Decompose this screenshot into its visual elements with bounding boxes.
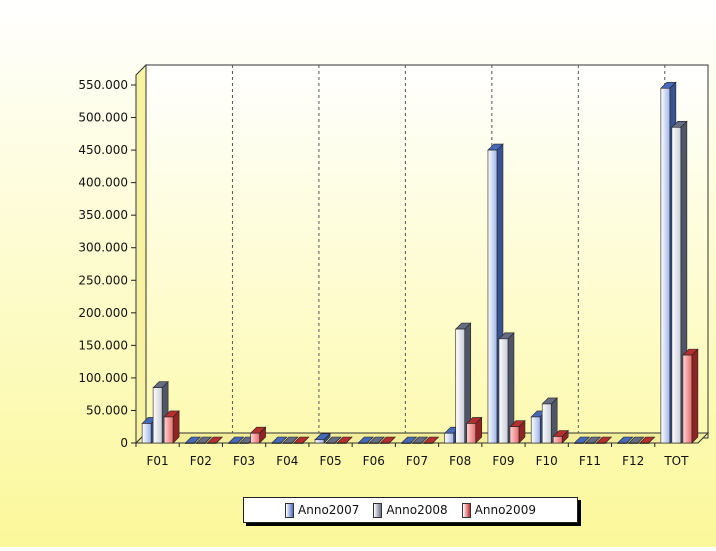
x-tick-label: F08 <box>449 454 471 468</box>
legend-label: Anno2007 <box>298 503 360 517</box>
bar <box>357 436 374 444</box>
bar <box>455 322 472 444</box>
x-tick-label: F03 <box>233 454 255 468</box>
y-tick-label: 350.000 <box>78 208 128 222</box>
bar <box>411 436 429 444</box>
y-tick-label: 150.000 <box>78 338 128 352</box>
bar <box>184 436 202 444</box>
legend: Anno2007 Anno2008 Anno2009 <box>243 497 578 523</box>
y-tick-label: 450.000 <box>78 143 128 157</box>
bar <box>552 429 569 444</box>
bar <box>336 436 353 444</box>
bar <box>595 436 613 444</box>
legend-swatch <box>461 502 471 518</box>
bar <box>249 426 267 444</box>
y-tick-label: 500.000 <box>78 111 128 125</box>
y-tick-label: 200.000 <box>78 306 128 320</box>
plot-wall <box>145 64 709 439</box>
bar <box>195 436 213 444</box>
bar <box>584 436 602 444</box>
x-tick-label: F04 <box>276 454 298 468</box>
bar <box>227 436 245 444</box>
y-tick-label: 300.000 <box>78 241 128 255</box>
legend-label: Anno2009 <box>474 503 536 517</box>
legend-item: Anno2009 <box>461 502 536 518</box>
x-tick-label: TOT <box>663 454 689 468</box>
legend-label: Anno2008 <box>386 503 448 517</box>
bar <box>368 436 385 444</box>
x-tick-label: F01 <box>147 454 169 468</box>
y-tick-label: 50.000 <box>86 403 128 417</box>
bar <box>293 436 310 444</box>
bar <box>682 348 699 444</box>
bar <box>616 436 634 444</box>
legend-item: Anno2008 <box>373 502 448 518</box>
bar <box>379 436 396 444</box>
bar <box>627 436 645 444</box>
y-tick-label: 400.000 <box>78 176 128 190</box>
y-tick-label: 100.000 <box>78 371 128 385</box>
x-tick-label: F12 <box>622 454 644 468</box>
bar <box>509 420 526 444</box>
bar <box>638 436 656 444</box>
legend-swatch <box>373 502 383 518</box>
x-tick-label: F06 <box>363 454 385 468</box>
x-tick-label: F09 <box>492 454 514 468</box>
bar <box>206 436 224 444</box>
bar <box>573 436 591 444</box>
y-tick-label: 0 <box>120 436 128 450</box>
plot-side-wall <box>135 63 147 445</box>
bar <box>400 436 418 444</box>
legend-swatch <box>285 502 295 518</box>
bar <box>541 397 558 444</box>
x-tick-label: F02 <box>190 454 212 468</box>
x-tick-label: F10 <box>536 454 558 468</box>
bar <box>152 380 169 444</box>
x-tick-label: F05 <box>319 454 341 468</box>
bar <box>325 436 342 444</box>
bar <box>271 436 288 444</box>
legend-item: Anno2007 <box>285 502 360 518</box>
y-tick-label: 250.000 <box>78 273 128 287</box>
bar <box>466 416 483 444</box>
x-tick-label: F07 <box>406 454 428 468</box>
bar <box>163 410 180 444</box>
bar <box>314 433 331 444</box>
bar <box>422 436 440 444</box>
y-tick-label: 550.000 <box>78 78 128 92</box>
x-tick-label: F11 <box>579 454 601 468</box>
bar <box>282 436 299 444</box>
